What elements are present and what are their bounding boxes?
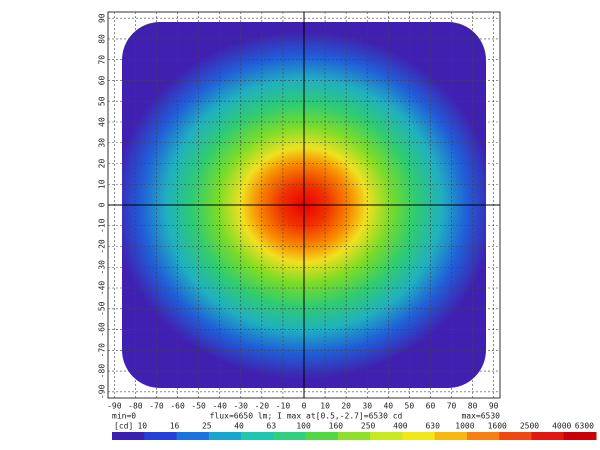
x-tick-label: -30: [234, 402, 249, 411]
colorbar-label: 1000: [455, 422, 474, 431]
x-tick-label: 90: [489, 402, 499, 411]
x-tick-label: 40: [383, 402, 393, 411]
colorbar-label: 25: [202, 422, 212, 431]
colorbar-segment: [176, 432, 210, 440]
y-tick-label: 90: [98, 13, 107, 23]
x-tick-label: 70: [447, 402, 457, 411]
x-tick-label: 60: [426, 402, 436, 411]
colorbar-label: 6300: [575, 422, 594, 431]
colorbar-label: 630: [425, 422, 440, 431]
y-tick-label: -70: [98, 343, 107, 358]
x-tick-label: 10: [320, 402, 330, 411]
y-tick-label: -90: [98, 384, 107, 399]
colorbar-segment: [402, 432, 436, 440]
y-tick-label: 70: [98, 55, 107, 65]
y-tick-label: -80: [98, 364, 107, 379]
colorbar-label: 63: [267, 422, 277, 431]
colorbar-label: 250: [361, 422, 376, 431]
colorbar-segment: [112, 432, 145, 440]
x-tick-label: -50: [191, 402, 206, 411]
colorbar-label: 2500: [520, 422, 539, 431]
colorbar-segment: [466, 432, 500, 440]
y-tick-label: 60: [98, 75, 107, 85]
x-tick-label: -10: [276, 402, 291, 411]
colorbar-segment: [208, 432, 242, 440]
y-tick-label: -60: [98, 322, 107, 337]
colorbar-segment: [241, 432, 274, 440]
x-tick-label: 30: [362, 402, 372, 411]
colorbar-segment: [337, 432, 371, 440]
colorbar-segment: [499, 432, 532, 440]
y-tick-label: -30: [98, 260, 107, 275]
colorbar-label: 40: [234, 422, 244, 431]
x-tick-label: 20: [341, 402, 351, 411]
x-tick-label: -40: [212, 402, 227, 411]
x-tick-label: 0: [302, 402, 307, 411]
x-tick-label: -60: [170, 402, 185, 411]
y-tick-label: 0: [98, 202, 107, 207]
colorbar-label: 16: [170, 422, 180, 431]
min-label: min=0: [112, 412, 136, 421]
x-tick-label: -20: [255, 402, 270, 411]
colorbar-label: 160: [329, 422, 344, 431]
y-tick-label: -20: [98, 239, 107, 254]
colorbar-label: 1600: [488, 422, 507, 431]
x-tick-label: -90: [107, 402, 122, 411]
x-tick-label: -70: [149, 402, 164, 411]
y-tick-label: 30: [98, 138, 107, 148]
colorbar-segment: [531, 432, 565, 440]
colorbar-label: 4000: [552, 422, 571, 431]
colorbar-segment: [370, 432, 403, 440]
x-tick-label: -80: [128, 402, 143, 411]
caption: flux=6650 lm; I max at[0.5,-2.7]=6530 cd: [210, 412, 403, 421]
y-tick-label: 40: [98, 117, 107, 127]
y-tick-label: 10: [98, 179, 107, 189]
colorbar-label: 100: [296, 422, 311, 431]
x-tick-label: 80: [468, 402, 478, 411]
y-tick-label: 20: [98, 158, 107, 168]
y-tick-label: -50: [98, 301, 107, 316]
colorbar-segment: [144, 432, 178, 440]
x-tick-label: 50: [405, 402, 415, 411]
colorbar-segment: [273, 432, 307, 440]
y-tick-label: 80: [98, 34, 107, 44]
y-tick-label: -10: [98, 218, 107, 233]
colorbar-label: 400: [393, 422, 408, 431]
plot-area: [107, 11, 501, 399]
y-tick-label: 50: [98, 96, 107, 106]
colorbar-segment: [434, 432, 468, 440]
colorbar-segment: [563, 432, 597, 440]
max-label: max=6530: [461, 412, 500, 421]
colorbar-label: 10: [137, 422, 147, 431]
colorbar-segment: [305, 432, 339, 440]
colorbar-unit: [cd]: [114, 422, 133, 431]
y-tick-label: -40: [98, 281, 107, 296]
